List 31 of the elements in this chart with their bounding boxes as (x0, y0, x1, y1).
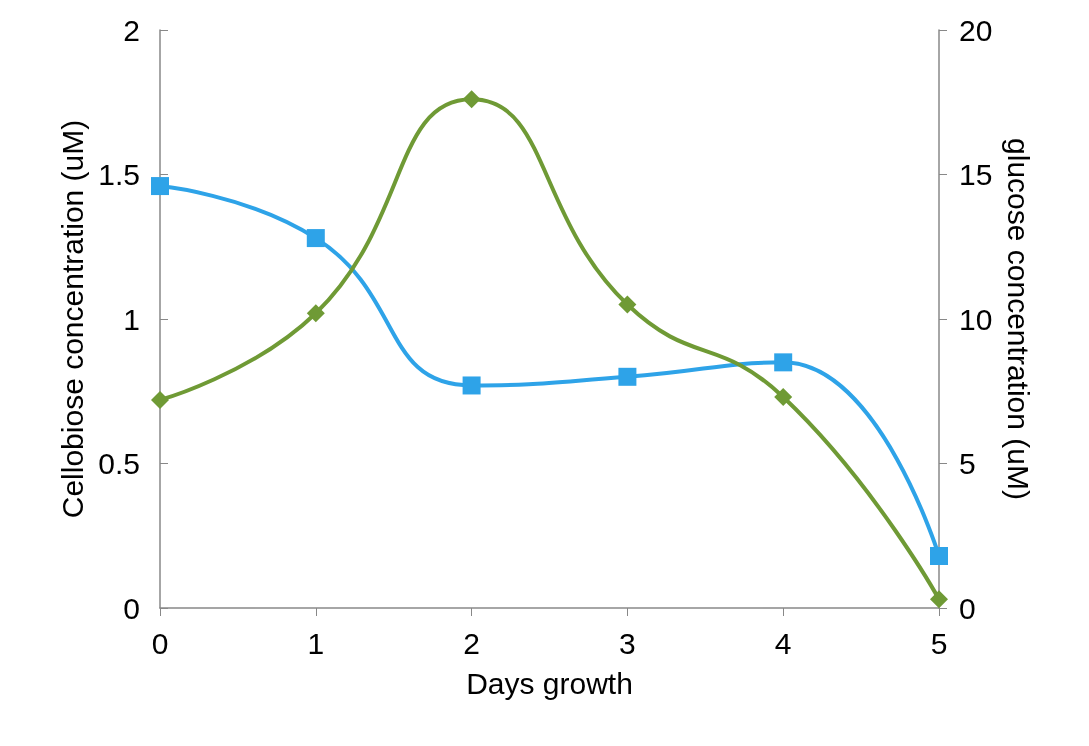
point (930, 590, 948, 609)
y2-tick-label: 20 (959, 13, 993, 47)
x-tick-label: 1 (307, 626, 325, 660)
y-axis-title: Cellobiose concentration (uM) (55, 119, 89, 519)
point (774, 388, 793, 407)
x-tick-label: 5 (930, 626, 948, 660)
point (306, 229, 325, 248)
point (462, 376, 481, 395)
y2-tick-label: 15 (959, 158, 993, 191)
point (151, 177, 169, 196)
point (618, 367, 637, 386)
point (306, 304, 325, 323)
point (151, 390, 169, 409)
x-tick-label: 3 (619, 626, 636, 660)
x-tick-label: 4 (774, 626, 792, 660)
y-tick-label: 1 (123, 302, 140, 336)
y2-tick-label: 0 (959, 591, 976, 625)
y2-axis-title: glucose concentration (uM) (1001, 138, 1035, 500)
point (774, 353, 793, 372)
y-tick-label: 0 (123, 591, 140, 625)
point (618, 295, 637, 314)
x-tick-label: 0 (151, 626, 169, 660)
x-axis-title: Days growth (466, 666, 633, 700)
x-tick-label: 2 (463, 626, 480, 660)
y-tick-label: 1.5 (98, 158, 140, 191)
y2-tick-label: 10 (959, 302, 993, 336)
y2-tick-label: 5 (959, 447, 976, 480)
point (462, 90, 481, 109)
y-tick-label: 2 (123, 13, 140, 47)
y-tick-label: 0.5 (98, 447, 140, 480)
point (930, 546, 948, 565)
